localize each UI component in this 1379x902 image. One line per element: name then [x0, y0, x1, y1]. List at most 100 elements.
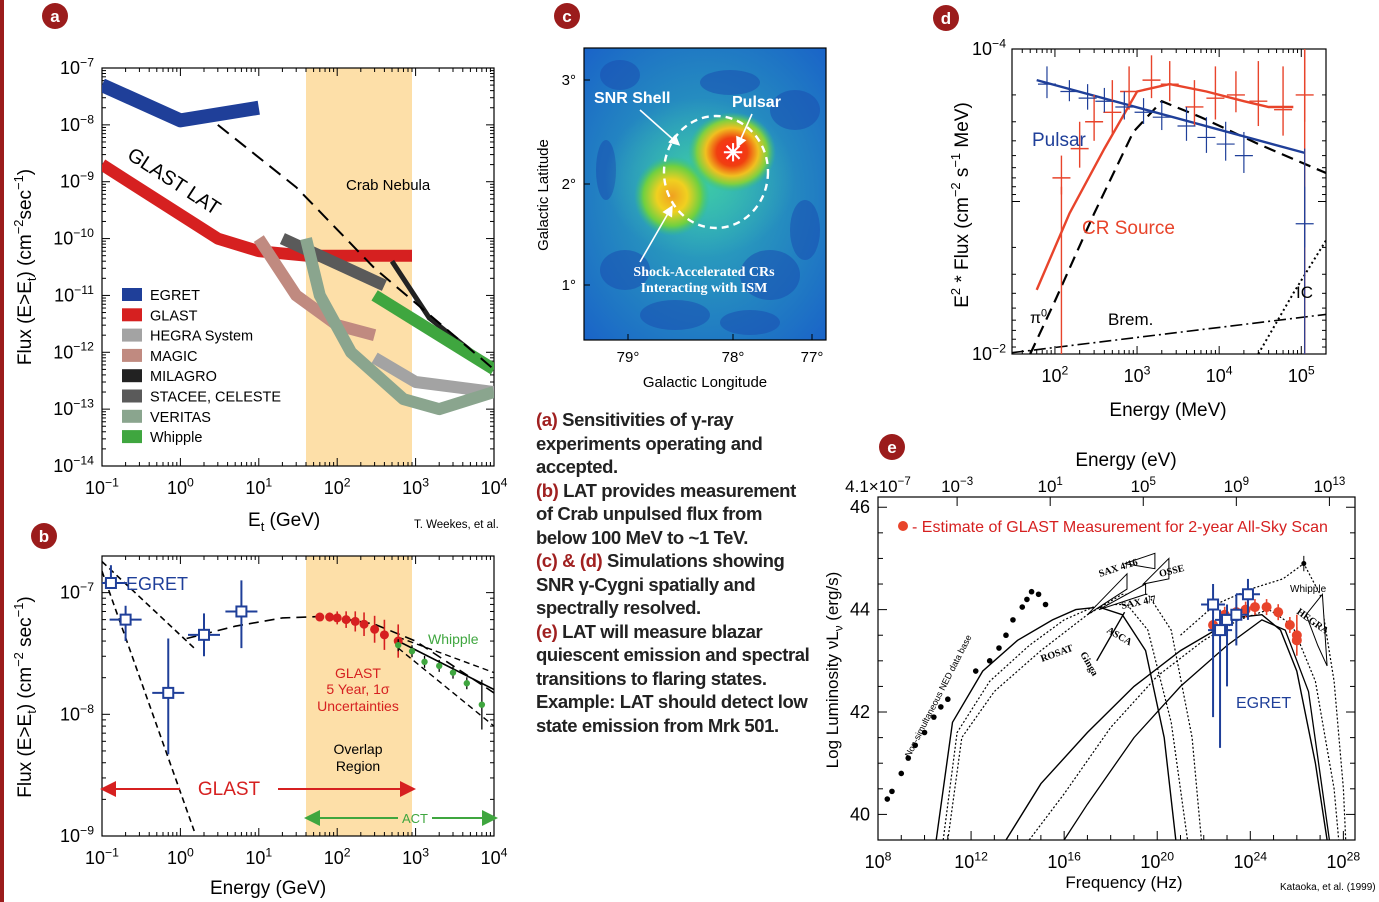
top-tick-label: 109 [1224, 476, 1249, 496]
legend-swatch [122, 348, 142, 362]
legend-label: GLAST [150, 308, 198, 324]
sensitivity-band [279, 233, 387, 291]
ned-data-point [1010, 617, 1016, 623]
y-tick-label: 10−4 [972, 36, 1006, 59]
sensitivity-band [102, 78, 260, 128]
ned-data-point [1019, 604, 1026, 610]
y-tick-label: 44 [850, 600, 870, 620]
y-tick-label: 10−9 [60, 169, 94, 192]
plot-area [102, 78, 494, 416]
egret-point [1230, 608, 1243, 621]
pi0-curve [1029, 99, 1326, 354]
glast-note-line2: 5 Year, 1σ [326, 681, 390, 697]
whipple-point [1301, 561, 1307, 567]
glast-point [1291, 635, 1302, 646]
legend-swatch [122, 430, 142, 444]
x-tick-label: 1012 [954, 849, 988, 872]
ned-data-point [1042, 601, 1049, 608]
overlap-label-line2: Region [336, 758, 380, 774]
egret-point [104, 576, 117, 589]
panel-e-badge-letter: e [887, 438, 896, 457]
legend-swatch [122, 389, 142, 403]
x-tick-label: 103 [1124, 363, 1151, 386]
pulsar-label: Pulsar [732, 94, 781, 111]
heatmap-frame [583, 47, 827, 341]
egret-point [198, 628, 211, 641]
sensitivity-band [371, 290, 494, 375]
heatmap-cool-patch [600, 60, 640, 90]
x-tick-label: 10−1 [85, 845, 119, 868]
caption-a: (a) Sensitivities of γ-ray experiments o… [536, 409, 763, 477]
panel-e: e 108 1012 1016 1020 1024 1028 4.1×10−7 10−3 101 1… [823, 434, 1376, 893]
plot-frame [101, 555, 495, 837]
x-tick-label: 1020 [1140, 849, 1174, 872]
model-curve [102, 570, 195, 832]
legend-swatch [122, 308, 142, 322]
ned-data-point [905, 755, 912, 761]
panel-d-badge [933, 5, 959, 31]
sensitivity-band [371, 352, 494, 398]
crab-nebula-label: Crab Nebula [346, 177, 431, 194]
egret-point [162, 686, 175, 699]
shock-cr-label-line2: Interacting with ISM [641, 281, 768, 296]
shock-cr-label-line1: Shock-Accelerated CRs [633, 265, 775, 280]
y-tick-label: 2° [562, 176, 576, 193]
pulsar-arrow [736, 113, 753, 149]
snr-shell-label: SNR Shell [594, 90, 670, 107]
crab-nebula-curve [217, 124, 494, 371]
caption-e: (e) LAT will measure blazar quiescent em… [536, 620, 810, 689]
x-axis-label: Energy (GeV) [210, 878, 326, 899]
x-tick-label: 103 [402, 845, 429, 868]
legend-swatch [122, 369, 142, 383]
plot-frame [877, 496, 1356, 841]
top-tick-label: 101 [1038, 476, 1063, 496]
glast-point [1273, 607, 1284, 618]
panel-b-badge-letter: b [39, 527, 49, 546]
plot-area [884, 552, 1347, 840]
glast-point [1261, 602, 1272, 613]
legend-swatch [122, 328, 142, 342]
panel-d-badge-letter: d [941, 9, 951, 28]
egret-point [1241, 588, 1254, 601]
y-tick-label: 3° [562, 72, 576, 89]
y-tick-label: 10−7 [60, 55, 94, 78]
glast-point [359, 619, 369, 629]
whipple-point [421, 658, 428, 666]
legend-label: HEGRA System [150, 329, 253, 345]
whipple-label: Whipple [428, 631, 479, 647]
x-tick-label: 79° [617, 349, 640, 366]
x-axis-label: Galactic Longitude [643, 374, 767, 391]
plot-area [1012, 49, 1326, 354]
figure-caption: (a) Sensitivities of γ-ray experiments o… [536, 408, 811, 737]
x-tick-label: 102 [324, 845, 351, 868]
y-tick-label: 10−12 [53, 340, 94, 363]
y-tick-label: 10−8 [60, 112, 94, 135]
model-curve [102, 561, 195, 649]
glast-point [1284, 619, 1295, 630]
y-tick-label: 10−10 [53, 226, 94, 249]
legend-label: MAGIC [150, 349, 198, 365]
top-tick-label: 4.1×10−7 [845, 476, 911, 496]
glast-point [379, 630, 389, 640]
legend-swatch [122, 288, 142, 301]
x-tick-label: 1024 [1233, 849, 1267, 872]
panel-a-badge [42, 3, 68, 29]
pi0-label: π0 [1030, 307, 1047, 327]
glast-point [350, 616, 360, 626]
panel-c: c ✳ SNR Shell Pulsar Shock-Accelerated CRsIn… [535, 3, 827, 391]
x-tick-label: 1016 [1047, 849, 1081, 872]
sensitivity-band [253, 235, 377, 341]
brem-label: Brem. [1108, 310, 1153, 329]
sensitivity-band [300, 237, 494, 416]
panel-e-badge [879, 434, 905, 460]
glast-range-label: GLAST [198, 779, 261, 800]
x-tick-label: 108 [865, 849, 892, 872]
caption-cd: (c) & (d) Simulations showing SNR γ-Cygn… [536, 550, 785, 618]
x-tick-label: 104 [481, 845, 508, 868]
snr-shell-ring [662, 114, 770, 230]
heatmap-cool-patch [600, 250, 650, 290]
y-axis-label: Flux (E>Et) (cm−2 sec−1) [11, 596, 39, 797]
ned-data-point [931, 714, 937, 720]
fit-band [397, 636, 494, 674]
